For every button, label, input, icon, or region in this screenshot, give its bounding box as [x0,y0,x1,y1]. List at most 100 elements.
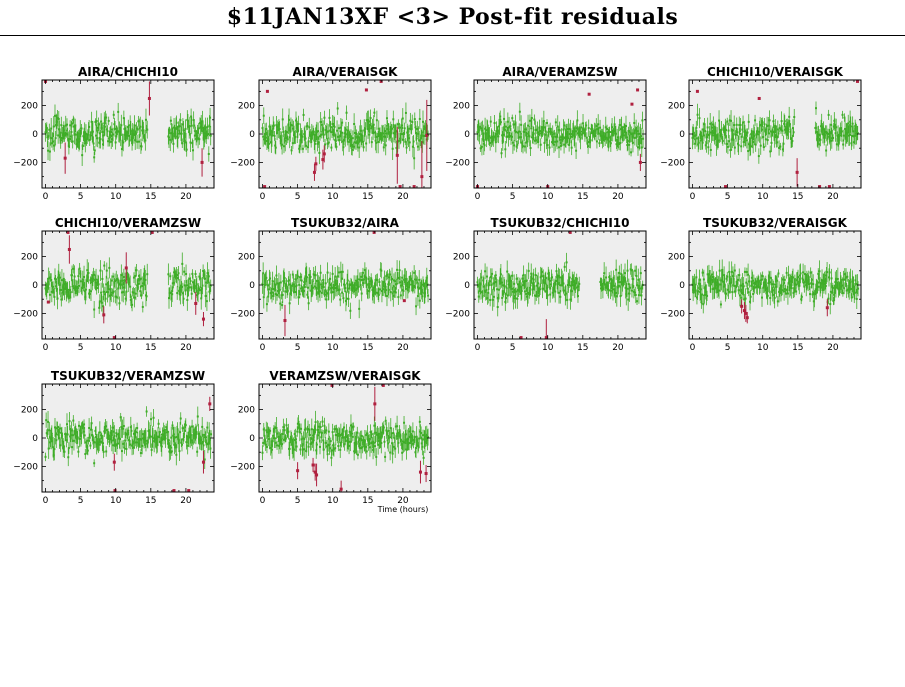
data-point [719,132,722,135]
data-point [711,126,714,129]
data-point [303,281,306,284]
data-point [779,291,782,294]
data-point [814,107,817,110]
data-point [747,150,750,153]
data-point [727,290,730,293]
data-point [263,283,266,286]
data-point [130,136,133,139]
data-point [286,131,289,134]
data-point [521,277,524,280]
data-point [605,286,608,289]
data-point [336,287,339,290]
data-point [337,127,340,130]
data-point [704,286,707,289]
x-tick-label: 0 [260,343,266,353]
data-point [402,289,405,292]
data-point [554,279,557,282]
data-point [59,427,62,430]
data-point [108,438,111,441]
data-point [368,133,371,136]
data-point [107,433,110,436]
data-point [710,278,713,281]
data-point [46,136,49,139]
data-point [618,142,621,145]
data-point [810,278,813,281]
data-point [403,278,406,281]
data-point [523,130,526,133]
data-point [404,287,407,290]
data-point [778,290,781,293]
data-point [829,290,832,293]
data-point [144,439,147,442]
data-point [65,132,68,135]
data-point [148,434,151,437]
x-tick-label: 0 [475,343,481,353]
data-point [486,297,489,300]
data-point [849,120,852,123]
data-point [133,296,136,299]
data-point [198,122,201,125]
data-point [754,282,757,285]
data-point [600,136,603,139]
y-tick-label: 0 [679,281,685,291]
data-point [76,437,79,440]
data-point [747,120,750,123]
data-point [514,297,517,300]
data-point [397,276,400,279]
data-point [578,132,581,135]
data-point [51,440,54,443]
data-point [376,279,379,282]
y-tick-label: 0 [249,281,255,291]
data-point [319,135,322,138]
data-point [736,131,739,134]
data-point [98,141,101,144]
data-point [207,279,210,282]
data-point [803,273,806,276]
data-point [504,148,507,151]
data-point [317,130,320,133]
data-point [64,433,67,436]
data-point [358,307,361,310]
data-point [588,135,591,138]
data-point [309,275,312,278]
data-point [308,126,311,129]
data-point [68,138,71,141]
data-point [127,278,130,281]
panel-title: AIRA/CHICHI10 [78,65,178,79]
data-point [197,127,200,130]
data-point [508,279,511,282]
data-point [629,132,632,135]
data-point [363,129,366,132]
flagged-point [757,96,761,100]
data-point [102,143,105,146]
data-point [580,133,583,136]
data-point [783,122,786,125]
good-data-points [44,252,212,319]
data-point [752,293,755,296]
data-point [324,143,327,146]
y-tick-label: 200 [668,102,685,112]
data-point [129,443,132,446]
data-point [541,287,544,290]
data-point [284,290,287,293]
data-point [277,289,280,292]
data-point [608,276,611,279]
data-point [52,454,55,457]
data-point [54,434,57,437]
data-point [792,291,795,294]
data-point [325,292,328,295]
data-point [530,272,533,275]
data-point [74,431,77,434]
data-point [724,127,727,130]
data-point [852,130,855,133]
data-point [84,453,87,456]
data-point [829,303,832,306]
data-point [793,282,796,285]
data-point [269,129,272,132]
data-point [773,131,776,134]
data-point [198,138,201,141]
data-point [489,298,492,301]
data-point [87,439,90,442]
data-point [515,290,518,293]
data-point [189,141,192,144]
